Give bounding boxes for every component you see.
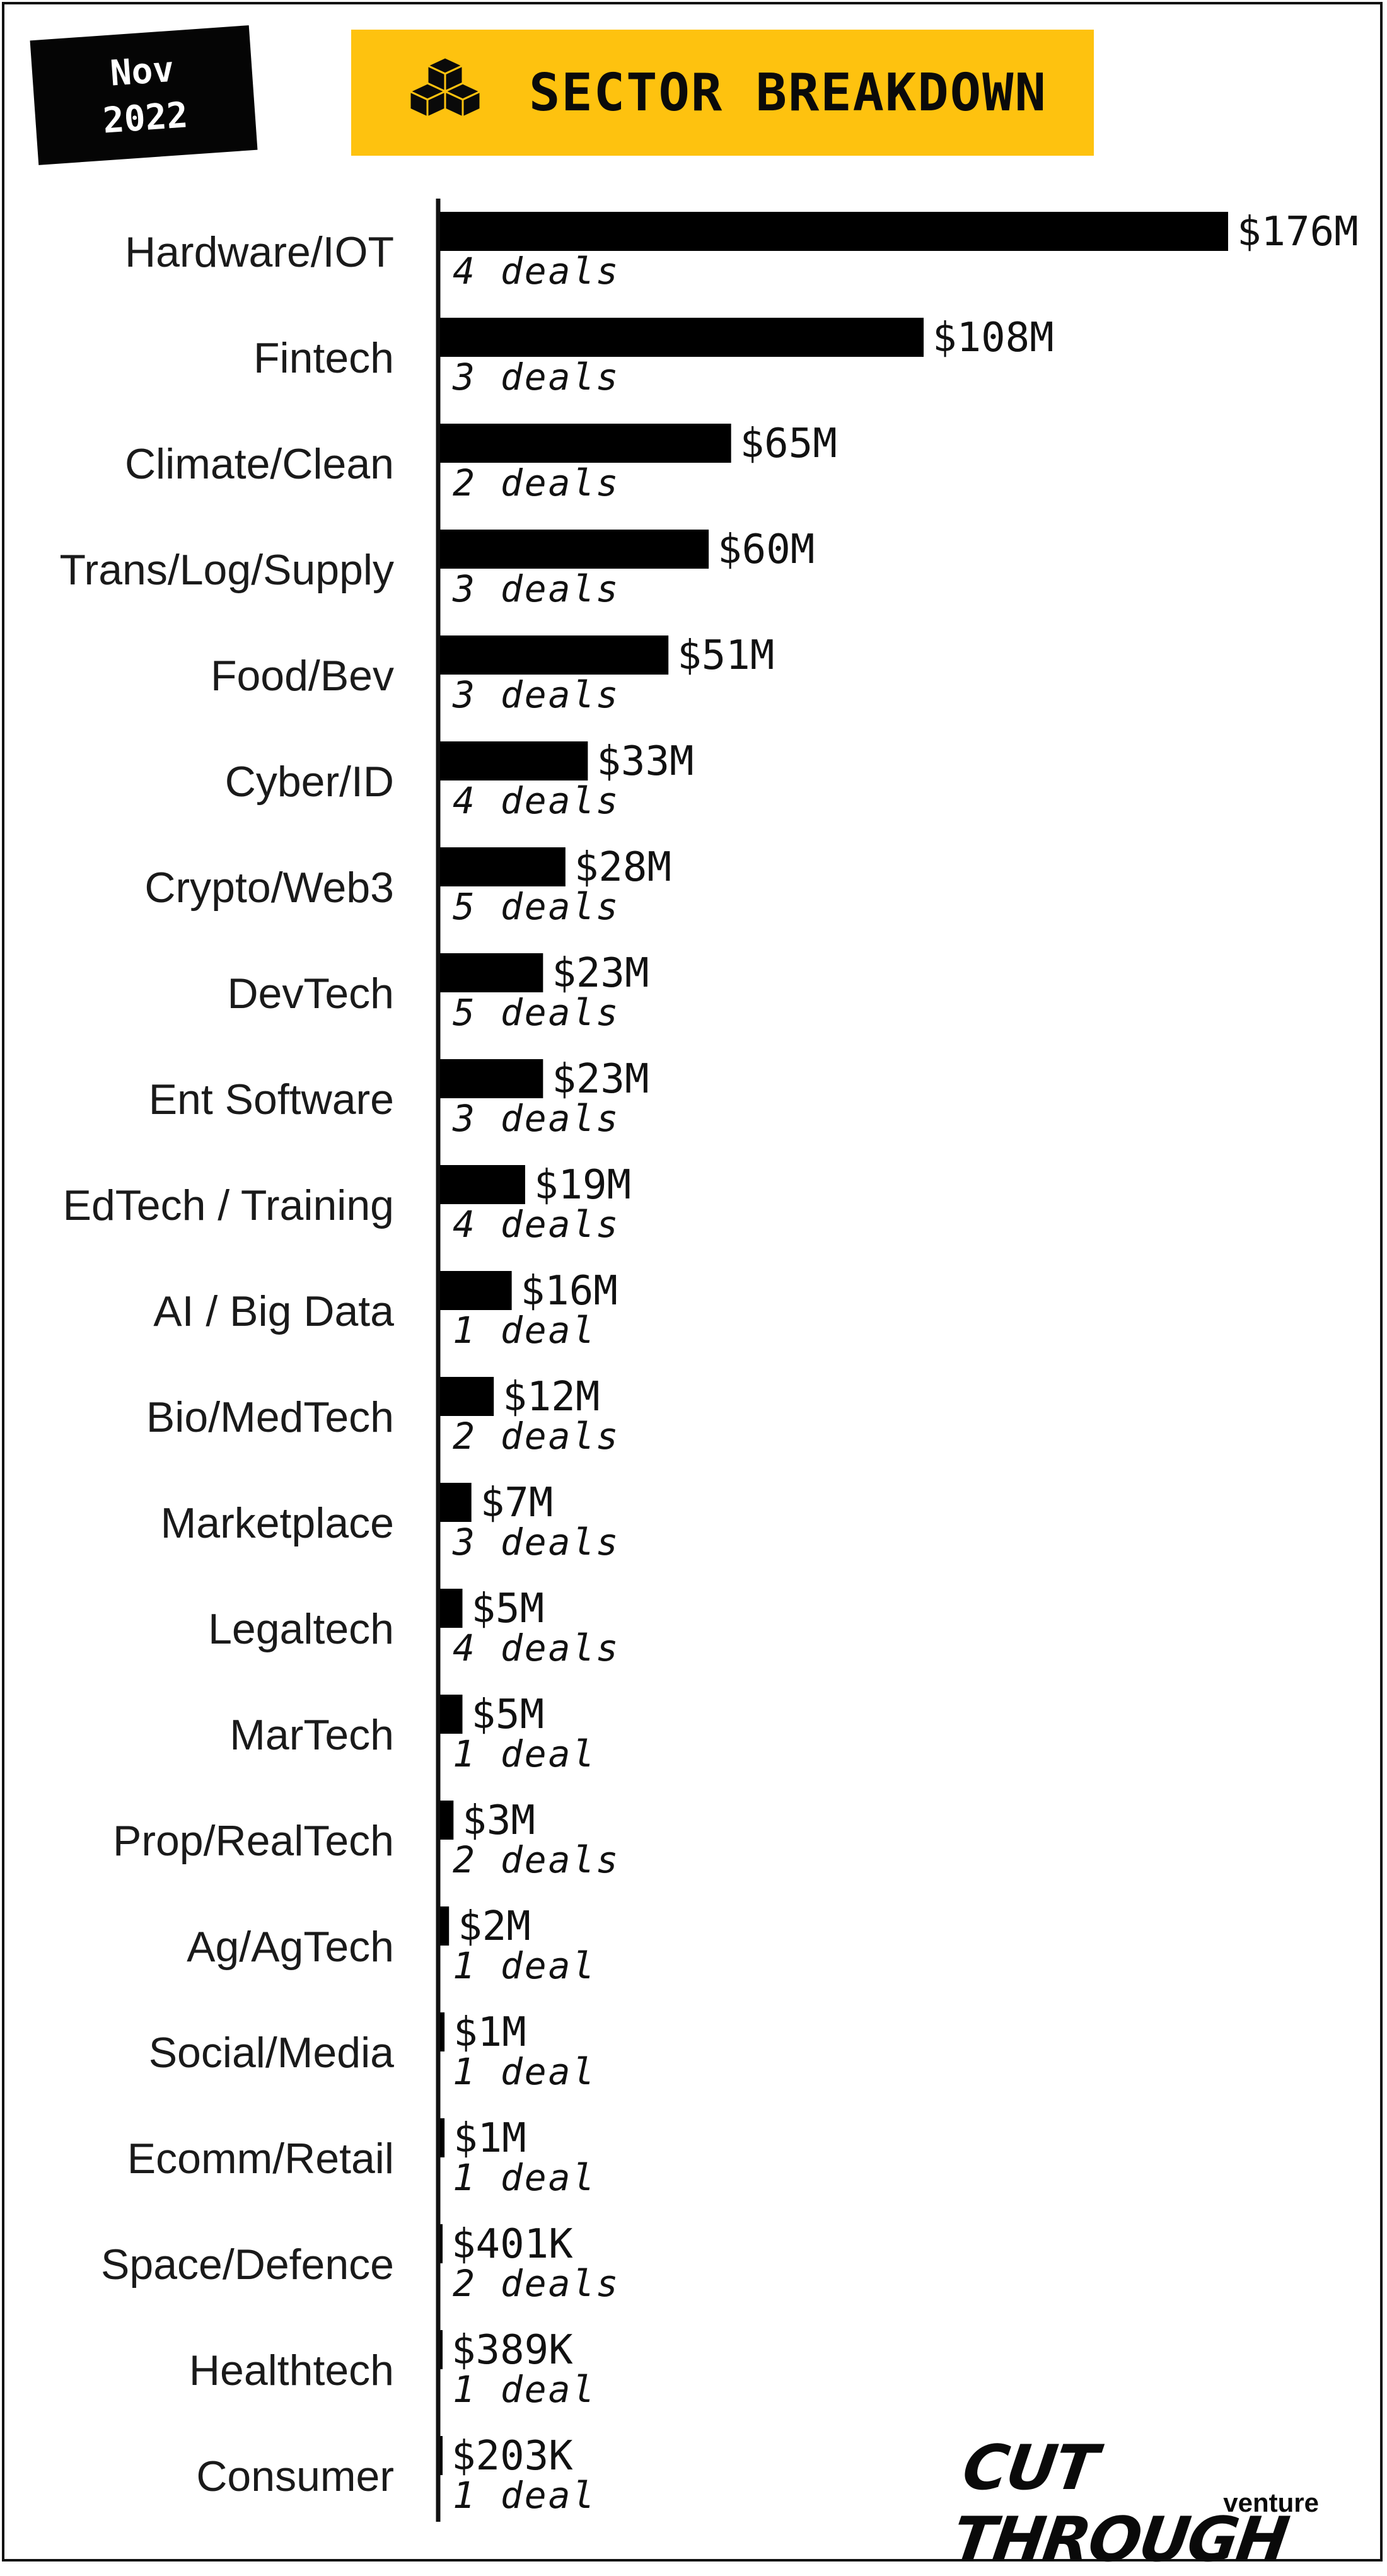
deal-count-label: 4 deals: [453, 1627, 620, 1669]
deal-count-label: 2 deals: [453, 461, 620, 504]
bar: [440, 1483, 472, 1522]
bar: [440, 1377, 494, 1416]
category-label: Legaltech: [208, 1605, 394, 1653]
deal-count-label: 1 deal: [453, 2368, 596, 2411]
category-label: Bio/MedTech: [146, 1393, 394, 1441]
bar: [440, 1059, 543, 1098]
deal-count-label: 2 deals: [453, 2262, 620, 2305]
value-label: $19M: [534, 1162, 631, 1209]
bar: [440, 2012, 445, 2051]
bar: [440, 2436, 443, 2475]
value-label: $16M: [521, 1268, 618, 1314]
deal-count-label: 3 deals: [452, 567, 620, 610]
deal-count-label: 4 deals: [453, 779, 620, 822]
bar: [440, 953, 543, 992]
bar: [440, 530, 709, 569]
category-label: Fintech: [253, 334, 394, 382]
deal-count-label: 1 deal: [453, 2050, 596, 2093]
value-label: $33M: [596, 738, 694, 785]
value-label: $65M: [740, 421, 837, 467]
bar: [440, 741, 588, 780]
bar: [440, 2330, 443, 2369]
value-label: $23M: [552, 950, 649, 997]
bar: [440, 2224, 443, 2263]
bar: [440, 847, 566, 886]
value-label: $203K: [451, 2433, 573, 2480]
bar: [440, 1801, 454, 1840]
value-label: $389K: [451, 2327, 573, 2374]
page-title: SECTOR BREAKDOWN: [529, 62, 1047, 123]
deal-count-label: 1 deal: [453, 1944, 596, 1987]
value-label: $51M: [677, 632, 774, 679]
deal-count-label: 3 deals: [452, 1521, 620, 1564]
bar: [440, 2118, 445, 2157]
value-label: $23M: [552, 1056, 649, 1103]
deal-count-label: 4 deals: [453, 1203, 620, 1246]
category-label: Cyber/ID: [225, 758, 394, 806]
bar: [440, 1271, 512, 1310]
category-label: Climate/Clean: [125, 440, 394, 488]
category-label: Space/Defence: [101, 2241, 394, 2289]
category-label: EdTech / Training: [63, 1181, 394, 1229]
deal-count-label: 1 deal: [453, 2474, 596, 2517]
category-label: Food/Bev: [211, 652, 394, 700]
deal-count-label: 2 deals: [453, 1838, 620, 1881]
category-label: DevTech: [227, 970, 394, 1018]
category-label: Crypto/Web3: [144, 864, 394, 912]
bar: [440, 1906, 450, 1946]
category-label: Social/Media: [149, 2029, 394, 2077]
category-label: Marketplace: [161, 1499, 394, 1547]
category-label: MarTech: [229, 1711, 394, 1759]
value-label: $1M: [453, 2009, 526, 2056]
category-label: Hardware/IOT: [125, 228, 394, 276]
value-label: $7M: [480, 1480, 554, 1526]
cut-through-logo: CUT THROUGH venture: [948, 2432, 1324, 2576]
cubes-icon: [409, 56, 482, 119]
value-label: $28M: [574, 844, 671, 891]
deal-count-label: 3 deals: [452, 356, 620, 398]
bar: [440, 1695, 463, 1734]
logo-subtext: venture: [1223, 2488, 1319, 2517]
deal-count-label: 1 deal: [453, 2156, 596, 2199]
value-label: $1M: [453, 2115, 526, 2162]
category-label: Prop/RealTech: [113, 1817, 394, 1865]
deal-count-label: 5 deals: [453, 885, 620, 928]
bar: [440, 1589, 463, 1628]
header-banner: SECTOR BREAKDOWN: [351, 30, 1094, 156]
category-label: Ag/AgTech: [187, 1923, 394, 1971]
deal-count-label: 3 deals: [452, 1097, 620, 1140]
bar: [440, 424, 731, 463]
bar: [440, 1165, 525, 1204]
deal-count-label: 5 deals: [453, 991, 620, 1034]
deal-count-label: 3 deals: [452, 673, 620, 716]
category-label: Ecomm/Retail: [127, 2135, 394, 2183]
value-label: $5M: [472, 1691, 545, 1738]
value-label: $5M: [472, 1586, 545, 1632]
value-label: $12M: [502, 1374, 600, 1420]
value-label: $108M: [932, 315, 1054, 361]
value-label: $401K: [451, 2221, 573, 2268]
category-label: Trans/Log/Supply: [60, 546, 394, 594]
value-label: $2M: [458, 1903, 531, 1950]
bar: [440, 635, 669, 675]
bar: [440, 318, 924, 357]
deal-count-label: 2 deals: [453, 1415, 620, 1458]
category-label: Healthtech: [189, 2347, 394, 2394]
value-label: $176M: [1237, 209, 1359, 255]
bar: [440, 212, 1228, 251]
category-label: AI / Big Data: [153, 1287, 394, 1335]
value-label: $3M: [462, 1797, 535, 1844]
deal-count-label: 1 deal: [453, 1732, 596, 1775]
value-label: $60M: [717, 526, 815, 573]
deal-count-label: 1 deal: [453, 1309, 596, 1352]
bars-layer: Hardware/IOT $176M 4 deals Fintech $108M 3 de…: [60, 209, 1359, 2517]
category-label: Consumer: [196, 2452, 394, 2500]
category-label: Ent Software: [149, 1076, 394, 1123]
deal-count-label: 4 deals: [453, 250, 620, 293]
